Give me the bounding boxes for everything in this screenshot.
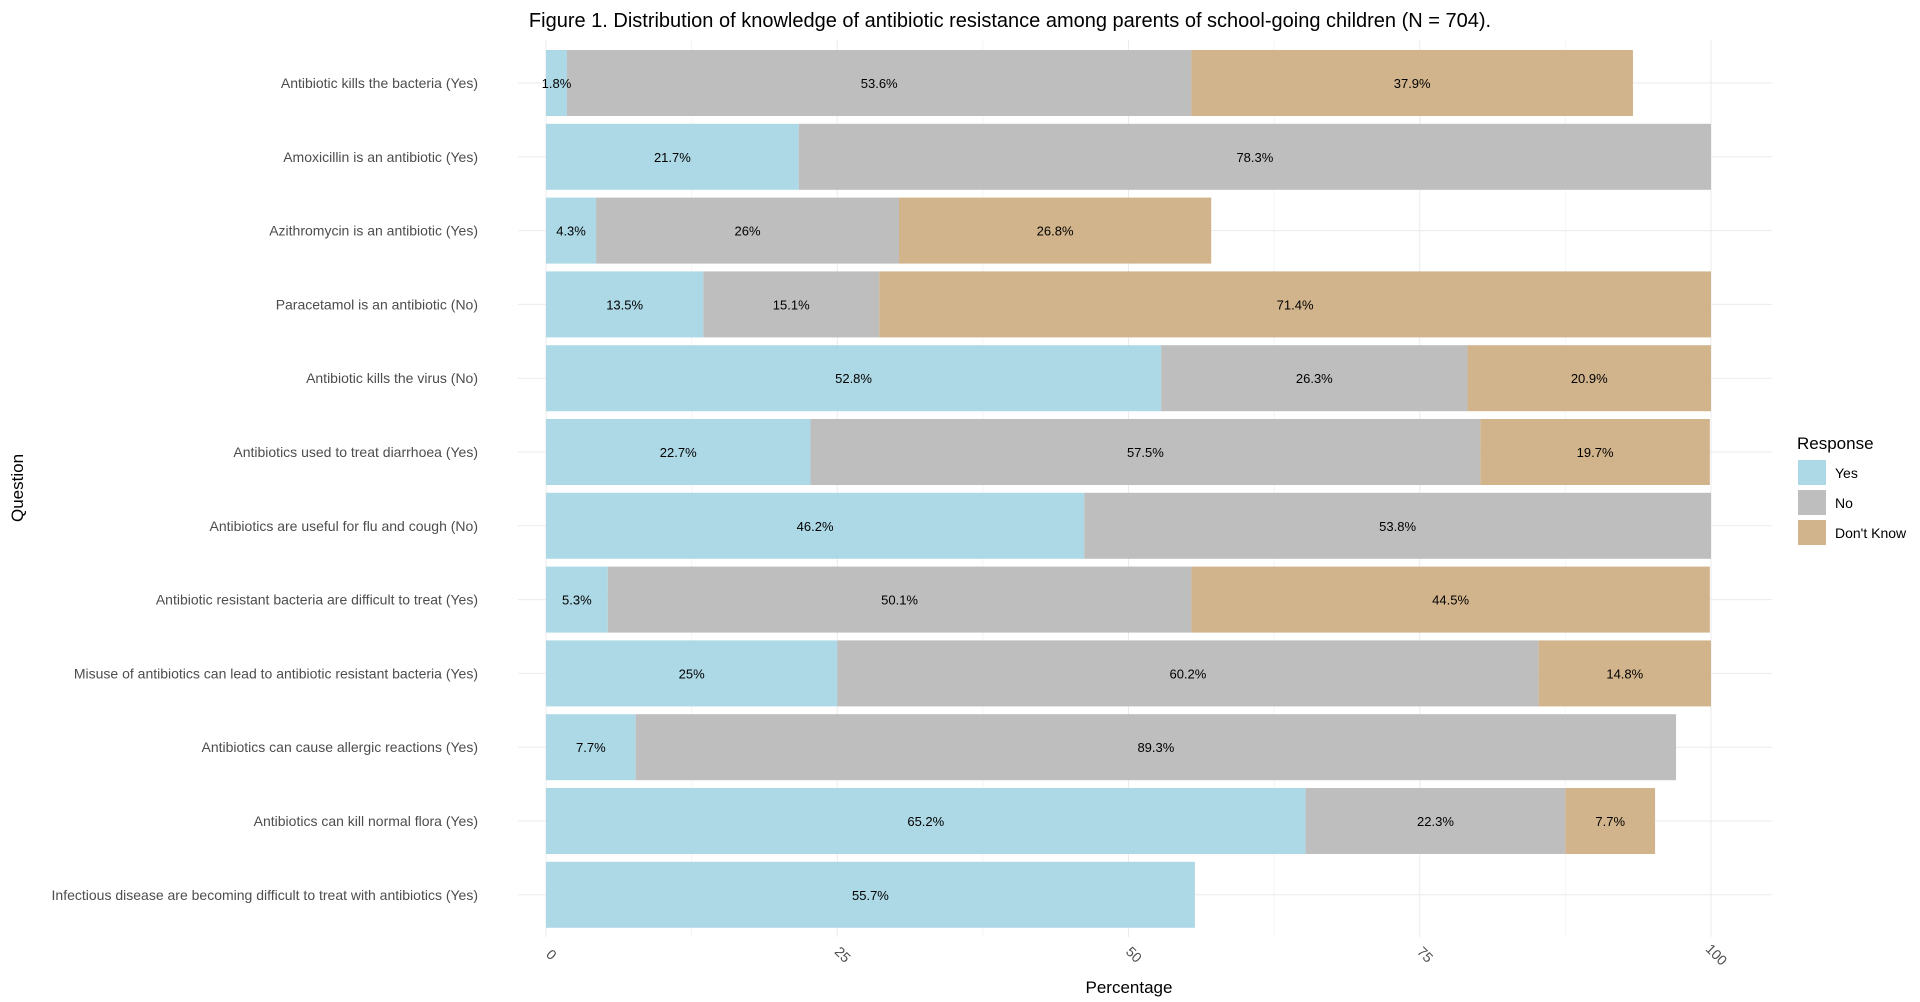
legend-swatch: [1798, 460, 1826, 485]
data-label: 13.5%: [606, 297, 643, 312]
bar-segment-don-t-know: [879, 271, 1711, 338]
data-label: 20.9%: [1571, 371, 1608, 386]
legend: Response Yes No Don't Know: [1797, 434, 1907, 545]
bar-segment-no: [1161, 345, 1468, 412]
question-label: Antibiotics are useful for flu and cough…: [210, 518, 478, 534]
data-label: 71.4%: [1277, 297, 1314, 312]
question-label: Azithromycin is an antibiotic (Yes): [269, 223, 478, 239]
bar-segment-don-t-know: [1538, 640, 1711, 707]
data-label: 65.2%: [907, 814, 944, 829]
bar-segment-no: [607, 566, 1192, 633]
bar-segment-no: [798, 123, 1711, 190]
data-label: 5.3%: [562, 593, 592, 608]
bar-segment-yes: [546, 640, 838, 707]
data-label: 26%: [735, 224, 761, 239]
question-labels: Antibiotic kills the bacteria (Yes) Amoxi…: [52, 75, 478, 903]
bar-segment-yes: [546, 123, 799, 190]
data-label: 19.7%: [1577, 445, 1614, 460]
bar-segment-no: [566, 50, 1192, 116]
y-axis-title: Question: [8, 454, 27, 522]
data-label: 44.5%: [1432, 593, 1469, 608]
data-label: 26.8%: [1037, 224, 1074, 239]
bar-segment-no: [810, 419, 1481, 485]
bar-segment-no: [1084, 492, 1711, 559]
legend-label: No: [1835, 495, 1853, 511]
legend-label: Don't Know: [1835, 525, 1907, 541]
data-label: 7.7%: [1595, 814, 1625, 829]
question-label: Infectious disease are becoming difficul…: [52, 887, 478, 903]
data-label: 25%: [679, 666, 705, 681]
data-label: 52.8%: [835, 371, 872, 386]
bar-segment-no: [596, 197, 899, 264]
bar-segment-yes: [546, 861, 1195, 928]
data-label: 53.8%: [1379, 519, 1416, 534]
bar-segment-don-t-know: [1467, 345, 1711, 412]
data-label: 37.9%: [1394, 76, 1431, 91]
bar-segment-yes: [546, 714, 636, 781]
data-label: 89.3%: [1137, 740, 1174, 755]
bar-segment-yes: [546, 50, 567, 116]
bar-segment-yes: [546, 788, 1306, 854]
data-label: 1.8%: [542, 76, 572, 91]
data-label: 50.1%: [881, 593, 918, 608]
data-label: 26.3%: [1296, 371, 1333, 386]
question-label: Antibiotic kills the virus (No): [306, 370, 478, 386]
question-label: Antibiotic resistant bacteria are diffic…: [156, 592, 478, 608]
bar-segment-no: [1305, 788, 1566, 854]
bar-segment-no: [635, 714, 1677, 781]
data-label: 21.7%: [654, 150, 691, 165]
bar-segment-yes: [546, 419, 811, 485]
bar-segment-don-t-know: [1565, 788, 1656, 854]
data-labels: 1.8% 53.6% 37.9% 21.7% 78.3% 4.3% 26% 26.8% 13.5…: [542, 76, 1644, 903]
data-label: 22.7%: [660, 445, 697, 460]
bar-segment-don-t-know: [898, 197, 1212, 264]
data-label: 15.1%: [773, 297, 810, 312]
bar-segment-yes: [546, 271, 704, 338]
bar-segment-yes: [546, 492, 1085, 559]
data-label: 78.3%: [1236, 150, 1273, 165]
data-label: 14.8%: [1606, 666, 1643, 681]
data-label: 55.7%: [852, 888, 889, 903]
bar-segment-yes: [546, 345, 1162, 412]
bar-segment-don-t-know: [1480, 419, 1710, 485]
data-label: 7.7%: [576, 740, 606, 755]
bar-segment-don-t-know: [1191, 566, 1710, 633]
data-label: 4.3%: [556, 224, 586, 239]
question-label: Antibiotics can cause allergic reactions…: [201, 739, 478, 755]
legend-swatch: [1798, 520, 1826, 545]
question-label: Antibiotics can kill normal flora (Yes): [254, 813, 478, 829]
legend-swatch: [1798, 490, 1826, 515]
data-label: 46.2%: [797, 519, 834, 534]
question-label: Antibiotic kills the bacteria (Yes): [281, 75, 478, 91]
chart-title: Figure 1. Distribution of knowledge of a…: [529, 10, 1491, 32]
data-label: 22.3%: [1417, 814, 1454, 829]
bars: [546, 50, 1711, 928]
bar-segment-yes: [546, 197, 597, 264]
bar-segment-yes: [546, 566, 608, 633]
bar-segment-no: [703, 271, 880, 338]
legend-label: Yes: [1835, 465, 1858, 481]
bar-segment-no: [837, 640, 1539, 707]
data-label: 60.2%: [1169, 666, 1206, 681]
bar-segment-don-t-know: [1191, 50, 1633, 116]
question-label: Antibiotics used to treat diarrhoea (Yes…: [233, 444, 478, 460]
question-label: Amoxicillin is an antibiotic (Yes): [283, 149, 478, 165]
data-label: 57.5%: [1127, 445, 1164, 460]
question-label: Misuse of antibiotics can lead to antibi…: [74, 665, 478, 681]
data-label: 53.6%: [861, 76, 898, 91]
question-label: Paracetamol is an antibiotic (No): [276, 296, 478, 312]
x-axis-title: Percentage: [1086, 978, 1173, 997]
legend-title: Response: [1797, 434, 1874, 453]
